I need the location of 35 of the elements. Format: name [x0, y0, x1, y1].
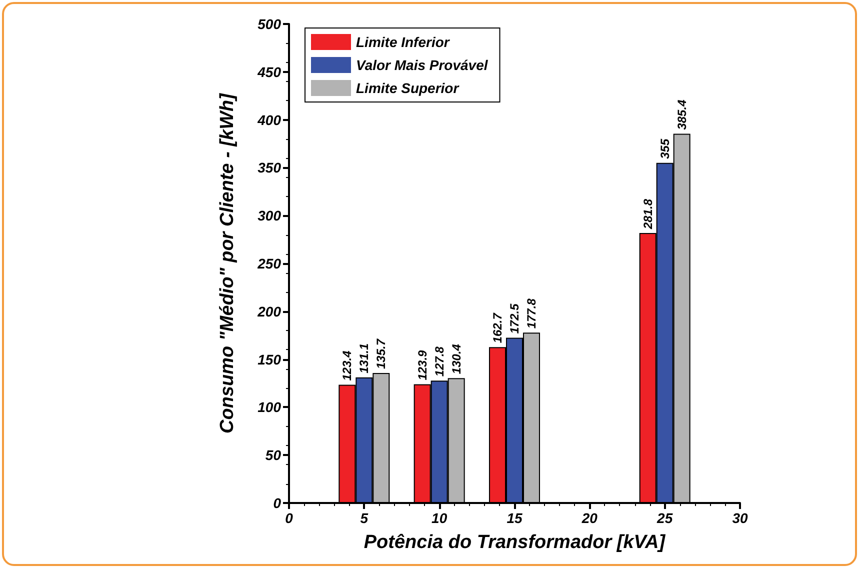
y-tick-label: 350 — [258, 160, 282, 176]
y-tick-label: 300 — [258, 208, 282, 224]
y-tick-label: 500 — [258, 16, 282, 32]
y-tick-label: 200 — [256, 303, 282, 320]
x-tick-label: 10 — [432, 510, 448, 526]
y-tick-label: 100 — [258, 399, 282, 416]
data-label: 177.8 — [524, 298, 538, 329]
x-tick-label: 15 — [506, 510, 522, 526]
data-label: 355 — [658, 138, 672, 159]
data-label: 123.4 — [340, 350, 354, 381]
data-label: 281.8 — [640, 198, 655, 230]
data-label: 130.4 — [449, 344, 464, 374]
data-label: 385.4 — [674, 99, 689, 130]
y-axis-title: Consumo "Médio" por Cliente - [kWh] — [217, 92, 238, 434]
legend-label: Limite Inferior — [356, 34, 451, 50]
legend-label: Limite Superior — [356, 80, 460, 96]
data-label: 135.7 — [374, 338, 388, 369]
data-label: 131.1 — [357, 343, 372, 374]
data-label: 162.7 — [490, 312, 504, 344]
data-label: 172.5 — [508, 303, 522, 334]
x-tick-label: 20 — [580, 510, 598, 526]
x-tick-label: 25 — [656, 510, 673, 526]
y-tick-label: 150 — [258, 351, 282, 368]
y-tick-label: 450 — [256, 64, 282, 80]
x-axis-title: Potência do Transformador [kVA] — [364, 532, 666, 553]
x-tick-label: 30 — [732, 510, 748, 526]
legend-label: Valor Mais Provável — [356, 57, 489, 73]
y-tick-label: 50 — [265, 447, 282, 464]
data-label: 123.9 — [415, 350, 430, 380]
y-tick-label: 400 — [256, 112, 282, 128]
x-tick-label: 5 — [360, 510, 368, 526]
data-label: 127.8 — [432, 346, 446, 377]
y-tick-label: 0 — [273, 495, 282, 511]
y-tick-label: 250 — [256, 256, 282, 272]
x-tick-label: 0 — [285, 510, 294, 526]
